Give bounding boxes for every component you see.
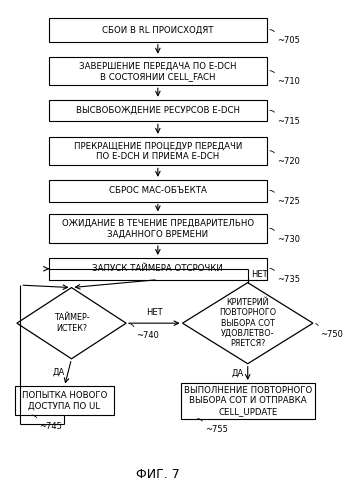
Text: КРИТЕРИЙ
ПОВТОРНОГО
ВЫБОРА СОТ
УДОВЛЕТВО-
РЯЕТСЯ?: КРИТЕРИЙ ПОВТОРНОГО ВЫБОРА СОТ УДОВЛЕТВО… (219, 298, 276, 348)
Polygon shape (17, 288, 126, 359)
Text: ФИГ. 7: ФИГ. 7 (136, 468, 180, 481)
Text: ~750: ~750 (320, 330, 343, 339)
Text: ~710: ~710 (277, 77, 300, 86)
FancyBboxPatch shape (49, 258, 267, 280)
Text: ДА: ДА (232, 369, 244, 378)
Text: ТАЙМЕР-
ИСТЕК?: ТАЙМЕР- ИСТЕК? (54, 314, 89, 333)
Text: ~735: ~735 (277, 274, 300, 283)
FancyBboxPatch shape (49, 100, 267, 122)
FancyBboxPatch shape (49, 18, 267, 42)
Text: ~725: ~725 (277, 196, 300, 205)
FancyBboxPatch shape (49, 214, 267, 243)
Text: ~720: ~720 (277, 157, 300, 166)
Text: НЕТ: НЕТ (146, 308, 163, 317)
Text: ДА: ДА (52, 368, 64, 377)
Text: ~740: ~740 (136, 331, 159, 340)
Text: НЕТ: НЕТ (251, 270, 268, 278)
Text: ~705: ~705 (277, 36, 300, 45)
FancyBboxPatch shape (181, 383, 315, 418)
Text: ЗАПУСК ТАЙМЕРА ОТСРОЧКИ: ЗАПУСК ТАЙМЕРА ОТСРОЧКИ (92, 264, 223, 274)
Text: СБРОС МАС-ОБЪЕКТА: СБРОС МАС-ОБЪЕКТА (109, 186, 207, 195)
Polygon shape (183, 282, 313, 364)
Text: ~730: ~730 (277, 234, 300, 244)
FancyBboxPatch shape (49, 137, 267, 166)
FancyBboxPatch shape (49, 56, 267, 86)
Text: ЗАВЕРШЕНИЕ ПЕРЕДАЧА ПО E-DCH
В СОСТОЯНИИ CELL_FACH: ЗАВЕРШЕНИЕ ПЕРЕДАЧА ПО E-DCH В СОСТОЯНИИ… (79, 62, 237, 80)
Text: ~745: ~745 (39, 422, 62, 430)
Text: ~755: ~755 (205, 425, 228, 434)
FancyBboxPatch shape (15, 386, 114, 415)
Text: ВЫПОЛНЕНИЕ ПОВТОРНОГО
ВЫБОРА СОТ И ОТПРАВКА
CELL_UPDATE: ВЫПОЛНЕНИЕ ПОВТОРНОГО ВЫБОРА СОТ И ОТПРА… (184, 386, 312, 416)
FancyBboxPatch shape (49, 180, 267, 202)
Text: ОЖИДАНИЕ В ТЕЧЕНИЕ ПРЕДВАРИТЕЛЬНО
ЗАДАННОГО ВРЕМЕНИ: ОЖИДАНИЕ В ТЕЧЕНИЕ ПРЕДВАРИТЕЛЬНО ЗАДАНН… (62, 219, 254, 238)
Text: ~715: ~715 (277, 116, 300, 126)
Text: ПОПЫТКА НОВОГО
ДОСТУПА ПО UL: ПОПЫТКА НОВОГО ДОСТУПА ПО UL (22, 391, 107, 410)
Text: ВЫСВОБОЖДЕНИЕ РЕСУРСОВ E-DCH: ВЫСВОБОЖДЕНИЕ РЕСУРСОВ E-DCH (76, 106, 240, 115)
Text: СБОИ В RL ПРОИСХОДЯТ: СБОИ В RL ПРОИСХОДЯТ (102, 26, 214, 35)
Text: ПРЕКРАЩЕНИЕ ПРОЦЕДУР ПЕРЕДАЧИ
ПО E-DCH И ПРИЕМА E-DCH: ПРЕКРАЩЕНИЕ ПРОЦЕДУР ПЕРЕДАЧИ ПО E-DCH И… (74, 142, 242, 161)
